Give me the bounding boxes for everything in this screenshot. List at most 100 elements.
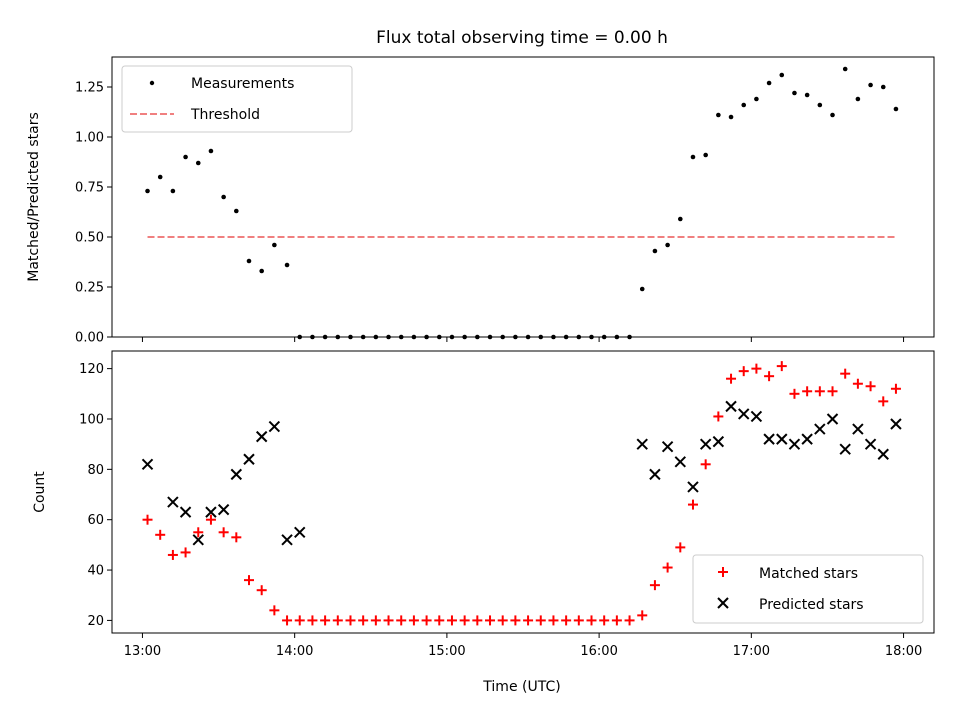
matched-stars-point [637,610,648,621]
measurement-point [221,194,226,200]
top-legend-box [121,65,353,133]
matched-stars-point [573,615,584,626]
predicted-stars-point [826,413,839,425]
bottom-legend: Matched stars Predicted stars [692,554,924,624]
matched-stars-point [802,386,813,397]
bottom-y-ticks: 20 40 60 80 100 120 [79,362,112,629]
matched-stars-point [497,615,508,626]
predicted-stars-point [179,506,192,518]
matched-stars-point [396,615,407,626]
top-data-marks [145,66,899,340]
measurement-point [677,216,683,222]
predicted-stars-point [141,458,154,471]
matched-stars-point [548,615,559,626]
measurement-point [145,188,150,194]
predicted-stars-point [294,526,306,538]
bottom-data-marks [141,361,902,626]
measurement-point [195,160,201,166]
matched-stars-point [282,615,293,626]
measurement-point [690,154,696,160]
legend-matched-marker [718,567,728,577]
measurement-point [868,82,873,88]
matched-stars-point [700,459,711,470]
legend-predicted-label: Predicted stars [759,597,864,613]
predicted-stars-point [281,534,293,546]
matched-stars-point [142,514,153,525]
measurement-point [665,242,670,248]
predicted-stars-point [725,400,737,413]
predicted-stars-point [167,496,179,508]
matched-stars-point [294,615,305,626]
predicted-stars-point [712,435,725,448]
matched-stars-point [408,615,419,626]
matched-stars-point [256,585,267,596]
bottom-panel: 20 40 60 80 100 120 13:00 14:00 15:00 16:00 17:00… [32,350,935,695]
matched-stars-point [180,547,191,558]
predicted-stars-point [699,438,712,450]
matched-stars-point [687,499,698,510]
matched-stars-point [827,386,838,397]
predicted-stars-point [636,438,648,450]
predicted-stars-point [205,506,217,518]
matched-stars-point [472,615,483,626]
top-y-ticks: 0.00 0.25 0.50 0.75 1.00 1.25 [75,81,112,346]
matched-stars-point [624,615,635,626]
chart-title: Flux total observing time = 0.00 h [376,28,668,48]
bottom-y-axis-label: Count [32,471,48,513]
matched-stars-point [205,514,216,525]
matched-stars-point [358,615,369,626]
matched-stars-point [726,373,737,384]
top-y-tick-label: 0.75 [75,181,104,196]
bottom-legend-box [692,554,924,624]
matched-stars-point [561,615,572,626]
legend-matched-label: Matched stars [759,566,858,582]
matched-stars-point [459,615,470,626]
bottom-x-ticks: 13:00 14:00 15:00 16:00 17:00 18:00 [124,633,922,659]
predicted-stars-point [738,408,750,420]
bottom-axes-frame [111,350,935,634]
top-axes-frame [111,56,935,338]
matched-stars-point [446,615,457,626]
matched-stars-point [738,366,749,377]
matched-stars-point [675,542,686,553]
matched-stars-point [383,615,394,626]
bottom-y-tick-label: 100 [79,412,104,427]
bottom-y-tick-label: 80 [87,463,104,478]
bottom-y-tick-label: 60 [87,513,104,528]
measurement-point [830,112,835,118]
measurement-point [741,102,747,108]
measurement-point [208,148,214,154]
predicted-stars-point [890,418,902,430]
measurement-point [284,262,290,268]
predicted-stars-point [814,423,826,435]
matched-stars-point [890,383,901,394]
matched-stars-point [510,615,521,626]
matched-stars-point [244,575,254,586]
measurement-point [703,152,708,158]
matched-stars-point [434,615,445,626]
bottom-x-tick-label: 18:00 [885,644,922,659]
top-x-ticks [141,337,905,342]
predicted-stars-point [801,433,813,445]
measurement-point [754,96,759,102]
predicted-stars-point [661,440,674,453]
measurement-point [855,96,861,102]
measurement-point [246,258,252,264]
predicted-stars-point [788,438,801,450]
matched-stars-point [332,615,343,626]
measurement-point [779,72,785,78]
matched-stars-point [231,532,242,543]
measurement-point [842,66,848,72]
predicted-stars-point [230,468,243,481]
matched-stars-point [878,396,889,407]
matched-stars-point [599,615,610,626]
predicted-stars-point [674,456,687,468]
measurement-point [880,84,886,90]
matched-stars-point [751,363,762,374]
matched-stars-point [269,605,280,616]
matched-stars-point [155,529,166,540]
top-legend: Measurements Threshold [121,65,353,133]
top-y-tick-label: 1.25 [75,81,104,96]
matched-stars-point [167,549,178,560]
